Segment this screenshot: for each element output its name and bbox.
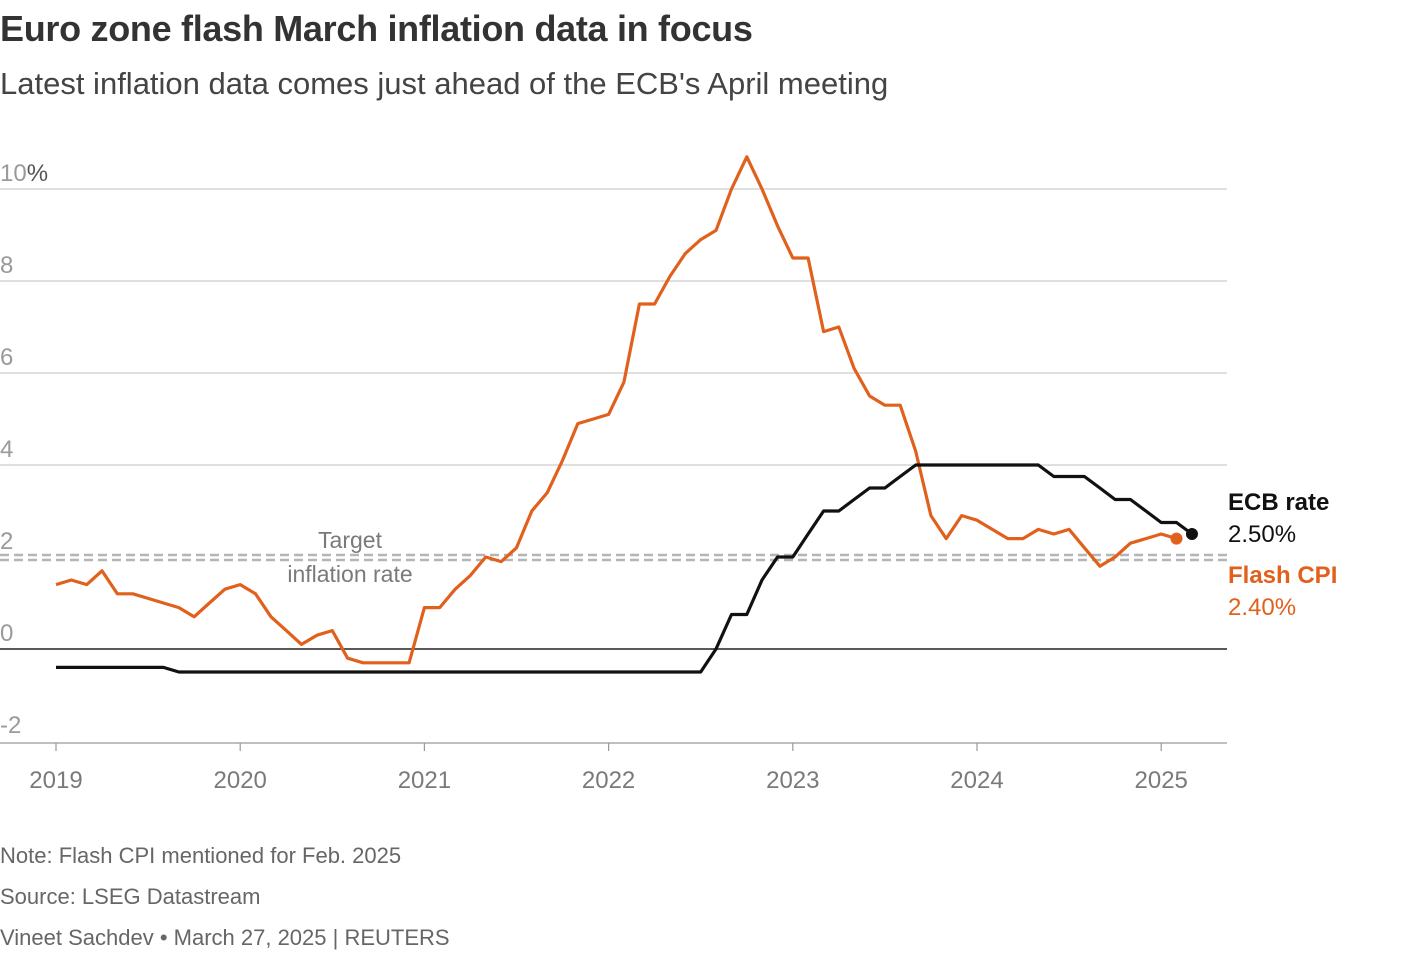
credit: Vineet Sachdev • March 27, 2025 | REUTER… — [0, 925, 450, 950]
x-tick-label-2020: 2020 — [214, 767, 267, 794]
x-tick-label-2024: 2024 — [950, 767, 1003, 794]
footnote: Note: Flash CPI mentioned for Feb. 2025 — [0, 843, 402, 868]
ecb-rate-value: 2.50% — [1228, 521, 1296, 548]
y-axis-ticks: 10% 8 6 4 2 0 -2 — [0, 160, 48, 739]
x-tick-label-2021: 2021 — [398, 767, 451, 794]
chart-title: Euro zone flash March inflation data in … — [0, 8, 753, 49]
flash-cpi-value: 2.40% — [1228, 594, 1296, 621]
ecb-rate-end-dot — [1185, 528, 1198, 540]
target-label-line1: Target — [318, 527, 383, 553]
source: Source: LSEG Datastream — [0, 884, 261, 909]
y-tick-label-2: 2 — [0, 528, 13, 555]
ecb-rate-label: ECB rate — [1228, 489, 1329, 516]
ecb-rate-line — [56, 463, 1193, 674]
chart-subtitle: Latest inflation data comes just ahead o… — [0, 66, 889, 101]
x-tick-label-2019: 2019 — [29, 767, 82, 794]
line-chart: 10% 8 6 4 2 0 -2 Target inflation rate 2019 202… — [0, 155, 1337, 794]
series-lines — [55, 155, 1198, 674]
x-axis: 2019 2020 2021 2022 2023 2024 2025 — [0, 742, 1227, 794]
y-tick-label--2: -2 — [0, 712, 21, 739]
target-band: Target inflation rate — [0, 527, 1227, 587]
end-labels: ECB rate 2.50% Flash CPI 2.40% — [1228, 489, 1337, 621]
gridlines — [0, 188, 1227, 650]
y-tick-label-10: 10% — [0, 160, 48, 187]
y-tick-label-0: 0 — [0, 620, 13, 647]
y-tick-label-8: 8 — [0, 252, 13, 279]
x-tick-label-2022: 2022 — [582, 767, 635, 794]
flash-cpi-end-dot — [1170, 532, 1183, 545]
y-tick-label-6: 6 — [0, 344, 13, 371]
y-tick-label-4: 4 — [0, 436, 13, 463]
x-tick-label-2023: 2023 — [766, 767, 819, 794]
y-unit-label: % — [27, 160, 48, 187]
x-tick-label-2025: 2025 — [1135, 767, 1188, 794]
target-label-line2: inflation rate — [287, 561, 412, 587]
flash-cpi-line — [55, 155, 1177, 665]
flash-cpi-label: Flash CPI — [1228, 562, 1337, 589]
